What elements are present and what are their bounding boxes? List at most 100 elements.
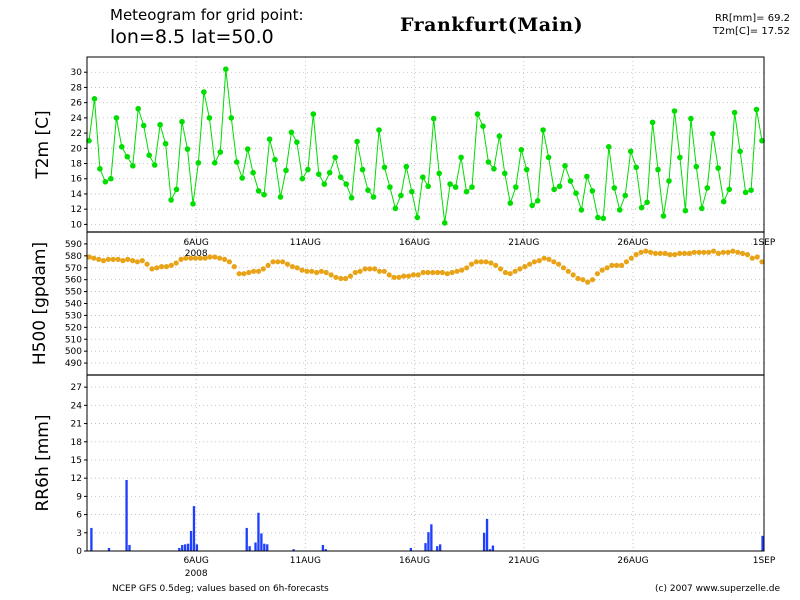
h500-point — [304, 268, 310, 274]
h500-point — [168, 262, 174, 268]
h500-point — [265, 262, 271, 268]
y-tick-label: 9 — [76, 492, 82, 502]
y-tick-label: 16 — [71, 175, 83, 185]
rr6h-bar — [324, 549, 328, 551]
rr6h-bar — [192, 506, 196, 551]
h500-point — [502, 269, 508, 276]
rr6h-bar — [245, 527, 248, 551]
h500-point — [681, 250, 688, 256]
h500-point — [183, 255, 189, 261]
h500-point — [696, 249, 702, 255]
rr6h-bar — [266, 544, 269, 551]
y-tick-label: 0 — [76, 547, 82, 557]
h500-point — [401, 273, 407, 279]
y-tick-label: 10 — [71, 220, 83, 230]
h500-point — [352, 269, 358, 276]
h500-point — [260, 266, 266, 272]
t2m-point — [491, 166, 497, 172]
h500-point — [241, 271, 247, 277]
h500-point — [638, 249, 644, 255]
h500-point — [338, 275, 344, 282]
copyright-note: (c) 2007 www.superzelle.de — [655, 584, 780, 594]
rr6h-bar — [260, 533, 263, 551]
y-tick-label: 27 — [71, 383, 82, 393]
t2m-point — [622, 192, 628, 199]
h500-point — [585, 279, 591, 285]
h500-point — [720, 249, 726, 255]
y-tick-label: 520 — [65, 323, 82, 333]
h500-point — [759, 259, 765, 265]
h500-point — [435, 269, 441, 276]
h500-point — [110, 256, 116, 262]
y-tick-label: 15 — [71, 456, 82, 466]
h500-point — [91, 255, 97, 261]
h500-point — [667, 252, 673, 258]
t2m-point — [108, 175, 114, 182]
t2m-point — [381, 164, 388, 171]
h500-point — [711, 248, 717, 254]
h500-point — [246, 269, 252, 276]
h500-point — [294, 265, 300, 271]
h500-point — [677, 250, 683, 256]
y-tick-label: 30 — [71, 68, 83, 78]
h500-point — [740, 250, 746, 256]
h500-point — [478, 259, 484, 265]
data-source-note: NCEP GFS 0.5deg; values based on 6h-fore… — [112, 584, 329, 594]
h500-point — [343, 275, 349, 282]
h500-point — [483, 259, 489, 265]
rr6h-bar — [485, 518, 489, 551]
y-tick-label: 490 — [65, 359, 82, 369]
y-tick-label: 22 — [71, 129, 82, 139]
rr6h-bar — [125, 479, 128, 551]
rr6h-bar — [409, 547, 413, 551]
h500-point — [560, 265, 567, 271]
t2m-point — [627, 148, 634, 155]
rr6h-bar — [263, 543, 266, 551]
h500-point — [754, 254, 760, 260]
t2m-point — [370, 194, 377, 200]
x-year-label: 2008 — [185, 569, 208, 579]
y-axis-title: T2m [C] — [33, 110, 53, 179]
h500-point — [570, 272, 576, 278]
h500-point — [328, 272, 334, 278]
x-date-label: 6AUG — [183, 238, 208, 248]
h500-point — [318, 268, 324, 274]
h500-point — [314, 269, 320, 276]
t2m-point — [556, 183, 563, 190]
panel-frame — [86, 374, 765, 552]
t2m-point — [496, 133, 503, 139]
h500-point — [391, 274, 397, 280]
t2m-point — [179, 118, 185, 125]
rr6h-bar — [488, 549, 492, 551]
h500-point — [362, 266, 368, 272]
t2m-point — [376, 127, 382, 133]
h500-point — [86, 254, 92, 260]
t2m-point — [420, 174, 426, 180]
h500-point — [280, 259, 286, 265]
h500-point — [120, 258, 126, 264]
t2m-point — [299, 175, 306, 182]
t2m-point — [567, 178, 574, 184]
h500-point — [367, 266, 373, 272]
t2m-point — [726, 186, 732, 193]
rr6h-bar — [321, 544, 325, 551]
t2m-point — [638, 204, 645, 211]
t2m-point — [677, 154, 683, 161]
t2m-point — [540, 127, 546, 133]
rr6h-bar — [128, 544, 131, 551]
y-axis-title: RR6h [mm] — [33, 414, 53, 511]
t2m-point — [337, 174, 344, 180]
city-name: Frankfurt(Main) — [400, 14, 584, 36]
t2m-point — [655, 166, 661, 173]
t2m-point — [173, 186, 180, 193]
y-tick-label: 14 — [71, 190, 83, 200]
t2m-point — [217, 149, 224, 155]
h500-point — [512, 268, 518, 274]
h500-point — [430, 269, 436, 276]
t2m-point — [91, 96, 98, 102]
h500-point — [551, 259, 557, 265]
h500-point — [178, 256, 184, 262]
t2m-point — [359, 166, 366, 173]
rr6h-bar — [90, 527, 93, 551]
rr6h-bar — [181, 544, 184, 551]
